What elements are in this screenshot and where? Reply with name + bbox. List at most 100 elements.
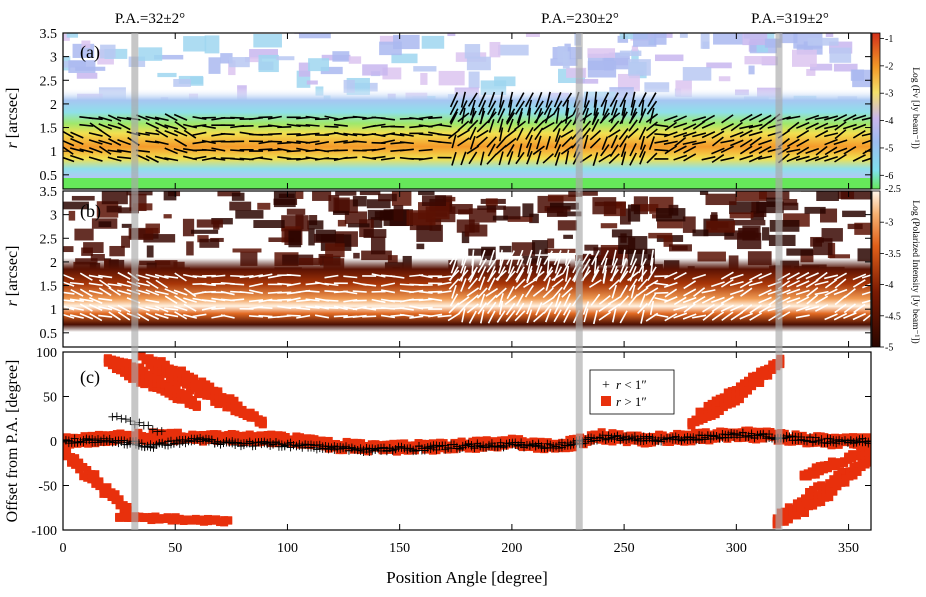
polarization-vector [525, 134, 533, 149]
polarization-vector [69, 147, 84, 153]
polarization-vector [805, 272, 819, 280]
noise-patch [178, 75, 204, 84]
r-gt-1-marker [91, 476, 100, 485]
r-gt-1-marker [120, 365, 129, 374]
r-gt-1-marker [719, 402, 728, 411]
r-gt-1-marker [676, 430, 685, 439]
r-gt-1-marker [238, 405, 247, 414]
r-gt-1-marker [202, 391, 211, 400]
polarization-vector [362, 156, 377, 161]
noise-patch [421, 195, 447, 206]
r-gt-1-marker [845, 472, 854, 481]
r-gt-1-marker [780, 517, 789, 526]
polarization-vector [164, 275, 179, 279]
polarization-vector [814, 122, 829, 130]
polarization-vector [562, 92, 573, 107]
polarization-vector [862, 147, 871, 155]
noise-patch [66, 33, 79, 38]
r-gt-1-marker [848, 453, 857, 462]
polarization-vector [748, 281, 763, 287]
noise-patch [121, 235, 131, 248]
noise-patch [370, 217, 383, 228]
x-tick-label: 100 [277, 541, 298, 556]
noise-patch [244, 57, 263, 63]
polarization-vector [588, 279, 602, 288]
polarization-vector [647, 92, 657, 108]
polarization-vector [70, 137, 84, 145]
polarization-vector [145, 312, 160, 320]
polarization-vector [543, 301, 554, 314]
r-gt-1-marker [206, 382, 215, 391]
r-gt-1-marker [711, 396, 720, 405]
noise-patch [229, 201, 252, 211]
polarization-vector [562, 258, 572, 274]
r-gt-1-marker [731, 386, 740, 395]
polarization-vector [629, 108, 637, 124]
r-gt-1-marker [744, 380, 753, 389]
polarization-vector [600, 92, 610, 108]
polarization-vector [461, 249, 466, 266]
r-gt-1-marker [739, 389, 748, 398]
polarization-vector [740, 287, 753, 297]
polarization-vector [683, 280, 697, 290]
x-tick-label: 200 [501, 541, 522, 556]
polarization-vector [602, 99, 608, 116]
polarization-vector [527, 107, 531, 124]
polarization-vector [477, 258, 488, 273]
polarization-vector [487, 100, 497, 116]
polarization-vector [664, 312, 678, 322]
r-gt-1-marker [827, 461, 836, 470]
r-gt-1-marker [608, 429, 617, 438]
r-gt-1-marker [748, 372, 757, 381]
polarization-vector [664, 121, 678, 131]
polarization-vector [211, 157, 226, 161]
noise-patch [68, 60, 96, 73]
polarization-vector [107, 305, 122, 312]
r-gt-1-marker [825, 481, 834, 490]
noise-patch [308, 58, 330, 72]
noise-patch [353, 252, 360, 259]
noise-patch [706, 220, 736, 233]
polarization-vector [805, 156, 820, 163]
polarization-vector [796, 280, 810, 288]
polarization-vector [843, 114, 857, 122]
polarization-vector [507, 118, 514, 133]
polarization-vector [654, 133, 669, 136]
noise-patch [556, 211, 582, 217]
r-gt-1-marker [179, 515, 188, 524]
polarization-vector [486, 258, 497, 273]
r-gt-1-marker [216, 518, 225, 527]
noise-patch [663, 236, 673, 247]
polarization-vector [466, 145, 480, 155]
polarization-vector [117, 138, 131, 146]
polarization-vector [451, 134, 457, 149]
polarization-vector [480, 107, 485, 124]
noise-patch [298, 62, 311, 77]
polarization-vector [479, 293, 486, 308]
polarization-vector [739, 113, 753, 123]
polarization-vector [562, 302, 572, 316]
noise-patch [549, 202, 579, 210]
polarization-vector [70, 154, 84, 161]
polarization-vector [399, 132, 414, 137]
polarization-vector [619, 134, 629, 148]
polarization-vector [486, 301, 497, 315]
polarization-vector [460, 278, 467, 292]
r-gt-1-marker [152, 383, 161, 392]
polarization-vector [466, 287, 480, 297]
noise-patch [850, 69, 865, 81]
polarization-vector [748, 155, 763, 163]
polarization-vector [834, 153, 847, 163]
r-gt-1-marker [107, 355, 116, 364]
x-tick-label: 0 [60, 541, 67, 556]
y-tick-label: 0.5 [40, 169, 58, 184]
noise-patch [557, 220, 578, 231]
r-gt-1-marker [723, 400, 732, 409]
polarization-vector [485, 287, 498, 297]
polarization-vector [739, 145, 753, 155]
polarization-vector [277, 282, 292, 286]
noise-patch [76, 72, 98, 79]
noise-patch [74, 228, 94, 241]
polarization-vector [843, 146, 857, 155]
polarization-vector [183, 303, 197, 312]
